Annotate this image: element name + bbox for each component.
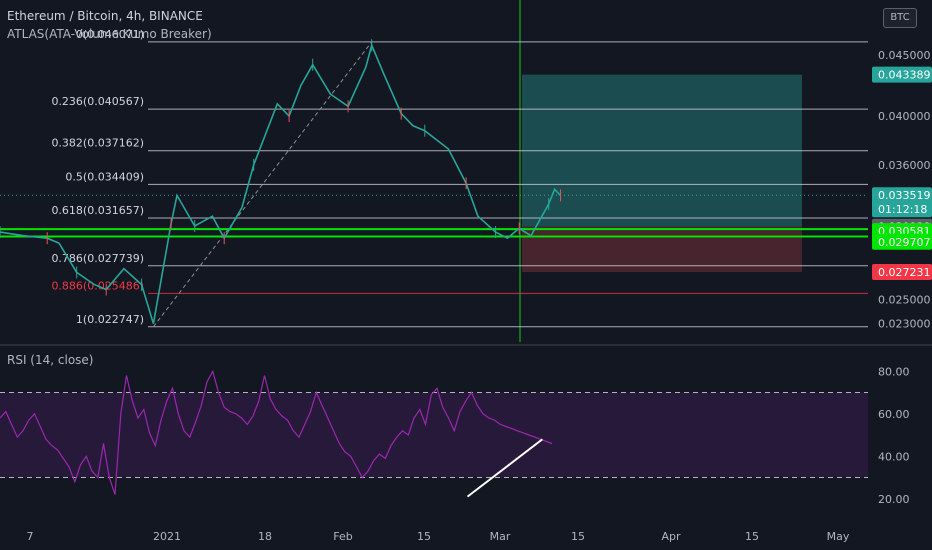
- fib-label-5: 0.786(0.027739): [51, 252, 144, 265]
- price-tick-4: 0.040000: [878, 110, 931, 123]
- price-tag-countdown: 01:12:18: [878, 203, 927, 216]
- price-tick-6: 0.050000: [878, 0, 931, 1]
- fib-label-1: 0.236(0.040567): [51, 95, 144, 108]
- rsi-band: [0, 392, 868, 478]
- symbol-title: Ethereum / Bitcoin, 4h, BINANCE: [7, 9, 203, 23]
- price-tick-1: 0.025000: [878, 293, 931, 306]
- fib-label-7: 1(0.022747): [76, 313, 144, 326]
- rsi-tick-1: 40.00: [878, 450, 910, 463]
- x-tick-7: Apr: [661, 530, 681, 543]
- rsi-title: RSI (14, close): [7, 353, 94, 367]
- x-tick-2: 18: [258, 530, 272, 543]
- rsi-trendline: [466, 438, 544, 498]
- price-tick-5: 0.045000: [878, 49, 931, 62]
- fib-label-2: 0.382(0.037162): [51, 137, 144, 150]
- price-tag-label-1: 0.033519: [878, 189, 931, 202]
- x-tick-9: May: [827, 530, 850, 543]
- price-tag-4: [872, 233, 932, 250]
- price-tag-label-4: 0.029707: [878, 236, 931, 249]
- rsi-tick-3: 80.00: [878, 365, 910, 378]
- fib-label-4: 0.618(0.031657): [51, 204, 144, 217]
- rsi-tick-0: 20.00: [878, 493, 910, 506]
- fib-anchor-line: [153, 41, 373, 328]
- price-tag-5: [872, 263, 932, 280]
- position-loss-zone: [522, 226, 802, 272]
- x-tick-4: 15: [417, 530, 431, 543]
- x-tick-0: 7: [27, 530, 34, 543]
- currency-badge[interactable]: BTC: [883, 8, 917, 28]
- price-tag-1: [872, 187, 932, 218]
- x-tick-6: 15: [571, 530, 585, 543]
- indicator-title: ATLAS(ATA-Volume Kumo Breaker): [7, 27, 212, 41]
- price-series: [0, 42, 562, 324]
- rsi-tick-2: 60.00: [878, 408, 910, 421]
- x-tick-5: Mar: [490, 530, 511, 543]
- price-tick-3: 0.036000: [878, 159, 931, 172]
- fib-label-0: 0(0.046071): [76, 28, 144, 41]
- price-tag-label-0: 0.043389: [878, 69, 931, 82]
- x-tick-8: 15: [745, 530, 759, 543]
- price-tag-label-5: 0.027231: [878, 266, 931, 279]
- rsi-series: [0, 369, 553, 495]
- fib-label-3: 0.5(0.034409): [65, 170, 144, 183]
- price-tick-0: 0.023000: [878, 318, 931, 331]
- x-tick-3: Feb: [333, 530, 352, 543]
- price-tag-0: [872, 66, 932, 83]
- x-tick-1: 2021: [153, 530, 181, 543]
